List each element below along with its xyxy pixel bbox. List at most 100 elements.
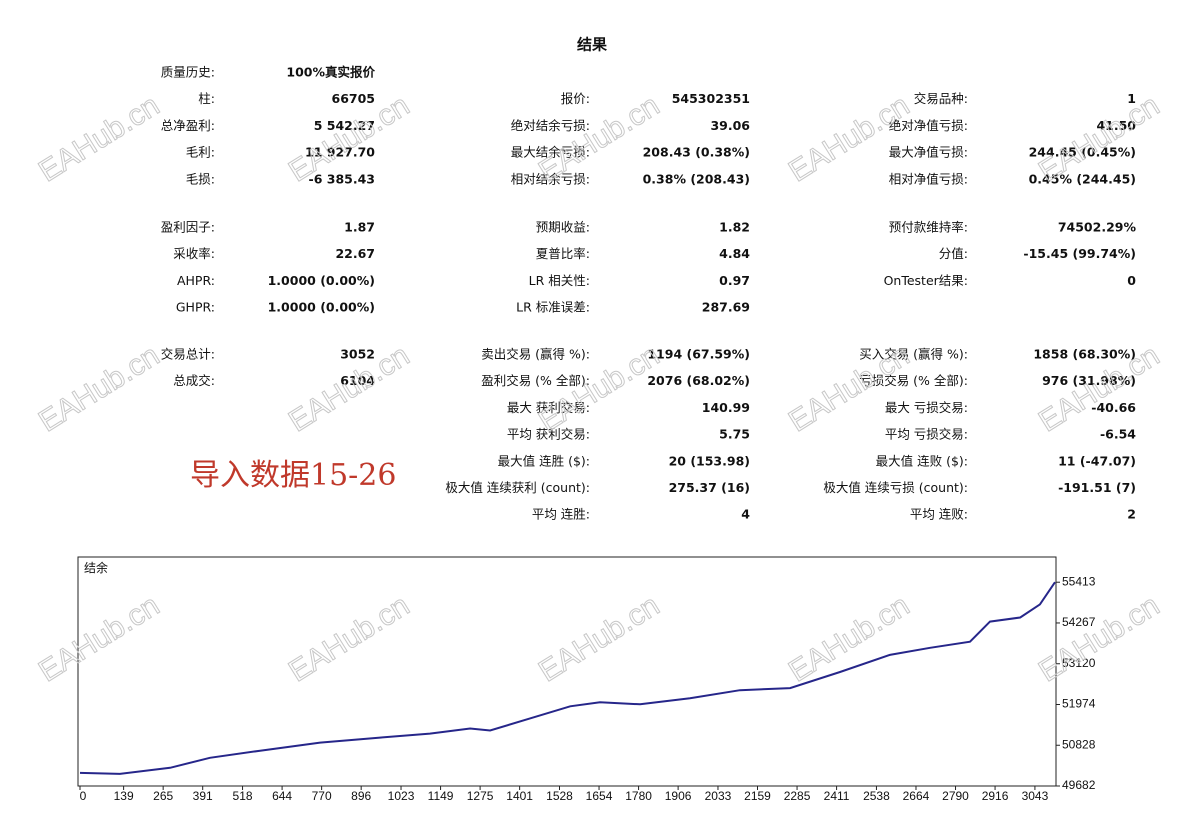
stat-label: 最大净值亏损: [889,145,968,160]
x-tick-label: 644 [272,789,292,803]
y-tick-label: 51974 [1062,697,1096,711]
stat-label: OnTester结果: [884,273,968,288]
stat-label: 柱: [198,91,215,106]
stat-label: GHPR: [176,300,215,315]
stat-value: 275.37 (16) [669,480,750,495]
stat-label: 盈利因子: [161,220,215,235]
stat-label: 平均 连败: [910,507,968,522]
y-tick-label: 50828 [1062,737,1096,751]
stat-label: AHPR: [177,273,215,288]
y-tick-label: 55413 [1062,574,1096,588]
stat-value: 74502.29% [1058,220,1137,235]
stat-label: 质量历史: [161,65,215,80]
stat-label: 夏普比率: [536,246,590,261]
x-tick-label: 1654 [586,789,613,803]
stat-value: 4.84 [719,246,750,261]
stat-label: 相对净值亏损: [889,171,968,186]
stat-value: 4 [741,507,750,522]
stat-label: 最大结余亏损: [511,145,590,160]
stat-label: 采收率: [173,246,215,261]
stat-label: 盈利交易 (% 全部): [481,373,590,388]
stat-value: 66705 [332,91,376,106]
x-tick-label: 896 [351,789,371,803]
stat-label: LR 标准误差: [516,300,590,315]
stat-value: 6104 [340,373,375,388]
stat-value: 0.45% (244.45) [1029,171,1136,186]
x-tick-label: 1023 [388,789,415,803]
x-tick-label: 1275 [467,789,494,803]
x-tick-label: 1780 [625,789,652,803]
chart-title: 结余 [84,560,108,575]
stat-label: 最大 获利交易: [507,400,590,415]
stat-value: -6.54 [1100,427,1136,442]
stat-label: 买入交易 (赢得 %): [859,347,968,362]
x-tick-label: 2159 [744,789,771,803]
x-tick-label: 2916 [982,789,1009,803]
stat-label: 最大值 连败 ($): [876,453,968,468]
x-tick-label: 139 [114,789,134,803]
stat-label: 平均 获利交易: [507,427,590,442]
x-tick-label: 2411 [824,789,850,803]
stat-value: 22.67 [335,246,375,261]
report-title: 结果 [577,36,608,54]
stat-value: 100%真实报价 [286,65,375,80]
stat-value: 20 (153.98) [669,453,750,468]
x-tick-label: 265 [153,789,173,803]
x-tick-label: 2033 [705,789,732,803]
stat-label: 极大值 连续获利 (count): [445,480,590,495]
stat-value: 1.0000 (0.00%) [268,273,375,288]
stat-value: 1.87 [344,220,375,235]
y-tick-label: 54267 [1062,615,1096,629]
stat-label: 预期收益: [536,220,590,235]
stat-value: 5 542.27 [314,118,375,133]
stat-value: 2 [1127,507,1136,522]
stat-value: 41.50 [1096,118,1136,133]
stat-label: 报价: [561,91,590,106]
stat-value: 1.82 [719,220,750,235]
x-tick-label: 2285 [784,789,811,803]
x-tick-label: 770 [312,789,332,803]
stat-value: -191.51 (7) [1058,480,1136,495]
x-tick-label: 391 [193,789,213,803]
stat-value: 208.43 (0.38%) [643,145,750,160]
stat-value: 976 (31.98%) [1042,373,1136,388]
y-tick-label: 53120 [1062,656,1096,670]
x-tick-label: 0 [80,789,87,803]
x-tick-label: 1528 [546,789,573,803]
stat-value: 5.75 [719,427,750,442]
stat-label: 最大值 连胜 ($): [498,453,590,468]
annotation: 导入数据15-26 [190,458,396,493]
stat-value: 39.06 [710,118,750,133]
stat-value: -6 385.43 [309,171,375,186]
x-tick-label: 1149 [428,789,454,803]
x-tick-label: 518 [233,789,253,803]
stat-value: 0.38% (208.43) [643,171,750,186]
stat-label: 平均 亏损交易: [885,427,968,442]
stat-label: LR 相关性: [529,273,590,288]
x-tick-label: 1906 [665,789,692,803]
stat-label: 绝对结余亏损: [511,118,590,133]
stat-value: 1194 (67.59%) [647,347,750,362]
balance-line [79,581,1056,775]
x-tick-label: 2790 [942,789,969,803]
stat-label: 卖出交易 (赢得 %): [481,347,590,362]
stat-label: 总净盈利: [161,118,215,133]
stat-label: 总成交: [173,373,215,388]
chart-frame [77,556,1057,787]
stat-value: 1 [1127,91,1136,106]
stat-label: 极大值 连续亏损 (count): [823,480,968,495]
stat-value: 0.97 [719,273,750,288]
stat-value: 1858 (68.30%) [1033,347,1136,362]
stat-value: 2076 (68.02%) [647,373,750,388]
stat-label: 最大 亏损交易: [885,400,968,415]
stat-label: 亏损交易 (% 全部): [859,373,968,388]
stat-label: 毛利: [186,145,215,160]
stat-value: 287.69 [702,300,750,315]
stat-value: -40.66 [1091,400,1136,415]
stat-label: 交易品种: [914,91,968,106]
stat-value: 244.45 (0.45%) [1029,145,1136,160]
x-tick-label: 1401 [506,789,533,803]
watermark: EAHub.cn [33,339,165,439]
stat-value: 140.99 [702,400,750,415]
